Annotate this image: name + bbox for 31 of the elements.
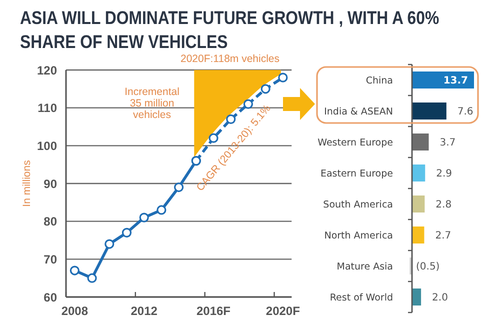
y-tick-label: Eastern Europe bbox=[320, 168, 394, 180]
y-tick-label: 70 bbox=[44, 252, 58, 266]
x-tick-label: 2016F bbox=[196, 304, 231, 318]
y-tick-label: North America bbox=[324, 230, 393, 242]
y-tick-label: 80 bbox=[44, 214, 58, 229]
y-tick-label: 60 bbox=[44, 290, 58, 304]
data-label: 2.0 bbox=[432, 292, 448, 304]
data-label: 3.7 bbox=[440, 138, 456, 149]
y-tick-label: South America bbox=[323, 200, 393, 210]
y-tick-label: 120 bbox=[36, 63, 58, 78]
data-label: 2.8 bbox=[436, 200, 452, 211]
x-tick-label: 2020F bbox=[266, 304, 300, 318]
data-label: 7.6 bbox=[457, 106, 474, 118]
y-tick-label: China bbox=[366, 76, 393, 86]
y-tick-label: 110 bbox=[38, 101, 58, 116]
y-tick-label: 90 bbox=[44, 176, 58, 191]
data-label: 2.9 bbox=[436, 168, 452, 180]
annotation: Incremental 35 million vehicles bbox=[124, 86, 180, 121]
chart-title: ASIA WILL DOMINATE FUTURE GROWTH , WITH A 60% SHARE OF NEW VEHICLES bbox=[20, 6, 440, 52]
x-tick-label: 2008 bbox=[61, 304, 88, 318]
data-label: 13.7 bbox=[443, 76, 468, 87]
y-tick-label: India & ASEAN bbox=[324, 106, 393, 118]
y-axis-title: In millions bbox=[21, 160, 33, 207]
y-tick-label: Western Europe bbox=[318, 138, 394, 148]
x-tick-label: 2012 bbox=[130, 304, 158, 318]
data-label: (0.5) bbox=[416, 262, 440, 273]
y-tick-label: 100 bbox=[36, 138, 58, 153]
text: 2020F:118m vehicles bbox=[180, 53, 280, 65]
y-tick-label: Rest of World bbox=[330, 292, 393, 304]
y-tick-label: Mature Asia bbox=[336, 262, 393, 272]
data-label: 2.7 bbox=[435, 230, 452, 242]
